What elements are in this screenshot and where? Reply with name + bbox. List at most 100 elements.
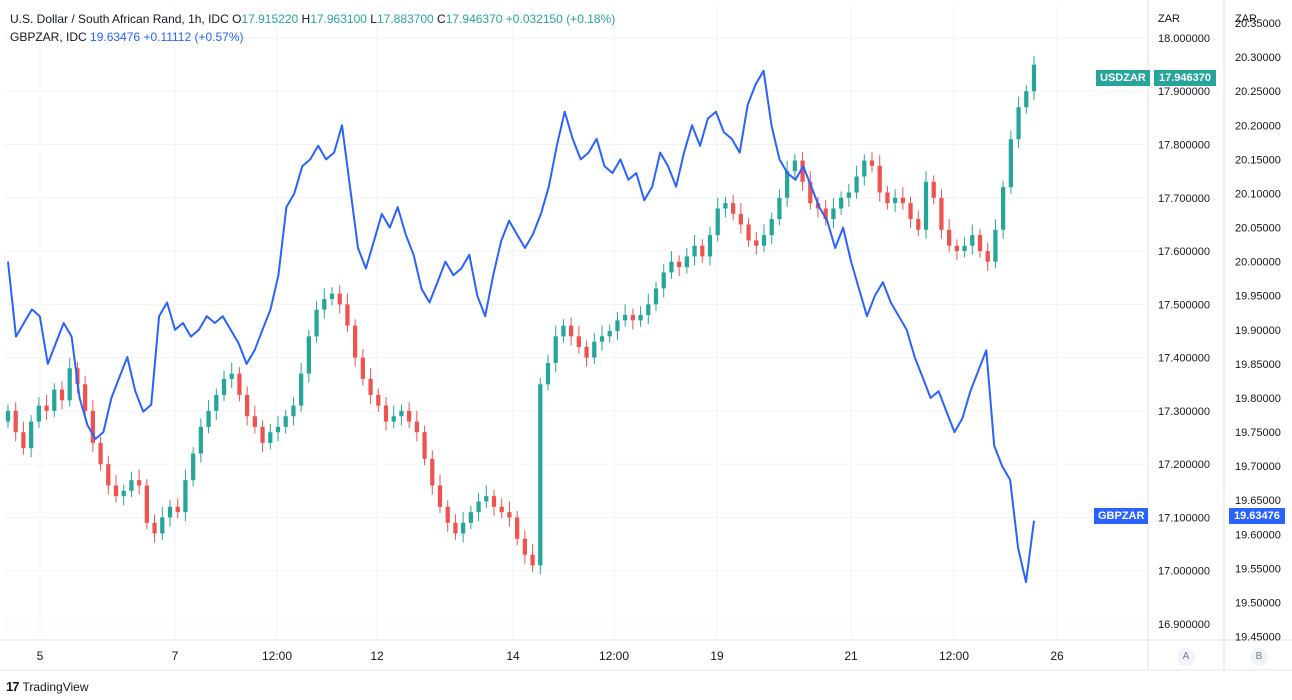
legend-open: 17.915220	[241, 12, 299, 26]
candle-body	[306, 336, 311, 374]
candle-body	[445, 506, 450, 523]
gbpzar-label-badge: GBPZAR	[1094, 508, 1149, 524]
candle-body	[275, 426, 281, 433]
candle-body	[383, 405, 389, 422]
axis-b-tick: 19.60000	[1235, 529, 1281, 541]
candle-body	[839, 197, 844, 209]
candle-body	[221, 378, 227, 395]
candle-body	[684, 256, 689, 268]
candle-body	[985, 251, 990, 262]
x-tick-label: 12:00	[939, 649, 969, 663]
axis-a-tick: 17.400000	[1158, 353, 1210, 365]
candle-body	[900, 197, 905, 204]
axis-b-tick: 19.75000	[1235, 427, 1281, 439]
grid-lines	[0, 0, 1292, 671]
scale-b-button[interactable]: B	[1250, 648, 1268, 666]
candle-body	[908, 203, 913, 220]
candle-body	[36, 405, 41, 422]
axis-a-tick: 17.800000	[1158, 140, 1210, 152]
axis-b-tick: 19.90000	[1235, 325, 1281, 337]
candle-body	[399, 410, 404, 417]
legend-change: +0.032150 (+0.18%)	[505, 12, 616, 26]
candle-body	[916, 219, 921, 230]
tradingview-logo-icon: 17	[6, 679, 20, 694]
candle-body	[360, 357, 365, 379]
candle-body	[160, 517, 165, 534]
axis-b-tick: 20.15000	[1235, 154, 1281, 166]
candle-body	[1008, 139, 1013, 188]
candle-body	[661, 272, 666, 289]
candle-body	[198, 426, 203, 454]
x-tick-label: 12:00	[262, 649, 292, 663]
candle-body	[414, 421, 419, 433]
candle-body	[669, 261, 674, 273]
candle-body	[823, 208, 828, 220]
candle-body	[954, 245, 959, 252]
candle-body	[777, 197, 782, 220]
axis-b-tick: 19.95000	[1235, 291, 1281, 303]
candle-body	[769, 219, 774, 236]
candle-body	[83, 384, 88, 411]
legend-low-label: L	[370, 12, 377, 26]
axis-b-tick: 20.05000	[1235, 223, 1281, 235]
price-axis-a[interactable]: ZAR 18.000000 17.900000 17.800000 17.700000 1…	[1158, 13, 1210, 631]
axis-a-unit: ZAR	[1158, 13, 1180, 25]
candle-body	[808, 181, 813, 204]
legend-open-label: O	[232, 12, 242, 26]
candle-body	[52, 389, 57, 411]
candle-body	[353, 325, 358, 358]
candle-body	[800, 160, 805, 182]
candle-body	[638, 315, 643, 321]
candle-body	[206, 410, 211, 427]
candle-body	[738, 213, 743, 225]
candle-body	[437, 485, 443, 507]
candle-body	[885, 192, 890, 204]
candle-body	[376, 394, 381, 406]
candle-body	[21, 432, 26, 449]
candle-body	[692, 245, 697, 257]
axis-a-tick: 17.000000	[1158, 566, 1210, 578]
candle-body	[761, 235, 767, 246]
candle-body	[877, 165, 882, 193]
axis-a-tick: 16.900000	[1158, 619, 1210, 631]
axis-b-tick: 19.50000	[1235, 598, 1281, 610]
candle-body	[515, 517, 520, 539]
candle-body	[237, 373, 242, 395]
candle-body	[322, 299, 327, 310]
time-axis[interactable]: 5 7 12:00 12 14 12:00 19 21 12:00 26	[37, 649, 1064, 663]
candle-body	[893, 197, 898, 204]
scale-a-button[interactable]: A	[1177, 648, 1195, 666]
compare-change: +0.11112 (+0.57%)	[143, 30, 244, 44]
candle-body	[615, 320, 620, 331]
candle-body	[90, 410, 95, 443]
candle-body	[507, 512, 512, 518]
candle-body	[337, 293, 342, 305]
candle-body	[260, 426, 265, 443]
candle-body	[607, 330, 612, 337]
candle-body	[245, 394, 250, 417]
legend-high: 17.963100	[310, 12, 367, 26]
axis-a-tick: 17.200000	[1158, 459, 1210, 471]
candle-body	[599, 336, 605, 342]
candle-body	[468, 512, 473, 523]
tradingview-name: TradingView	[22, 679, 89, 694]
candle-body	[561, 325, 566, 337]
tradingview-branding[interactable]: 17 TradingView	[6, 679, 89, 694]
legend-close-label: C	[437, 12, 446, 26]
compare-symbol-name: GBPZAR, IDC	[10, 30, 87, 44]
candle-body	[167, 506, 173, 518]
candle-body	[947, 229, 952, 246]
legend-low: 17.883700	[376, 12, 434, 26]
candle-body	[846, 192, 851, 198]
candle-body	[977, 235, 983, 252]
candle-body	[522, 538, 527, 555]
candle-body	[314, 309, 319, 337]
candle-body	[592, 341, 597, 358]
axis-a-tick: 17.100000	[1158, 512, 1210, 524]
candle-body	[854, 176, 859, 193]
candle-body	[1031, 64, 1037, 92]
compare-value: 19.63476	[90, 30, 141, 44]
main-series-legend: U.S. Dollar / South African Rand, 1h, ID…	[10, 12, 615, 26]
